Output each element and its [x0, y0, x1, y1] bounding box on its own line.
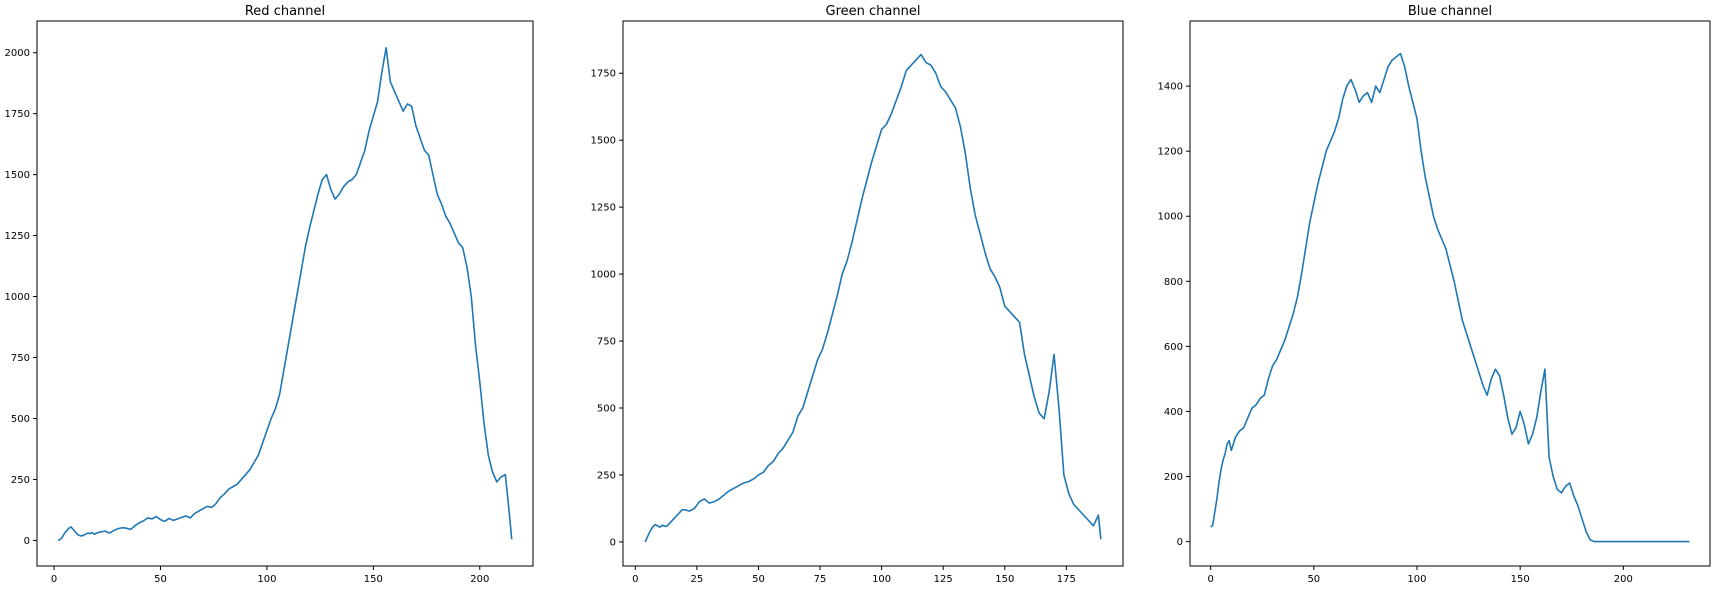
x-tick-label: 75	[814, 574, 827, 585]
y-tick-label: 750	[597, 337, 616, 348]
x-tick-label: 100	[257, 574, 276, 585]
x-tick-label: 0	[51, 574, 57, 585]
x-tick-label: 150	[1511, 574, 1530, 585]
x-tick-label: 25	[691, 574, 704, 585]
y-tick-label: 750	[11, 353, 30, 364]
axes-frame	[1189, 20, 1711, 567]
y-tick-label: 400	[1164, 407, 1183, 418]
x-tick-label: 150	[995, 574, 1014, 585]
y-tick-label: 1000	[591, 270, 616, 281]
chart-red-channel: Red channel 0 50 100 150 2000250500750100012…	[5, 4, 534, 585]
y-tick-label: 1200	[1158, 147, 1183, 158]
y-tick-label: 0	[1177, 537, 1183, 548]
y-tick-label: 500	[597, 403, 616, 414]
y-tick-label: 1500	[591, 136, 616, 147]
x-tick-label: 175	[1057, 574, 1076, 585]
chart-title: Red channel	[245, 4, 325, 19]
y-tick-label: 1750	[591, 69, 616, 80]
x-tick-label: 125	[934, 574, 953, 585]
series-line	[1210, 52, 1690, 543]
y-tick-label: 500	[11, 414, 30, 425]
chart-title: Blue channel	[1408, 4, 1492, 19]
y-tick-label: 1750	[5, 109, 30, 120]
y-tick-label: 1000	[1158, 212, 1183, 223]
y-tick-label: 0	[610, 537, 616, 548]
x-tick-label: 0	[632, 574, 638, 585]
x-tick-label: 200	[1614, 574, 1633, 585]
x-tick-label: 100	[1407, 574, 1426, 585]
series-line	[57, 47, 513, 542]
y-tick-label: 200	[1164, 472, 1183, 483]
y-tick-label: 0	[24, 536, 30, 547]
y-tick-label: 2000	[5, 48, 30, 59]
x-tick-label: 150	[364, 574, 383, 585]
x-tick-label: 100	[872, 574, 891, 585]
y-tick-label: 600	[1164, 342, 1183, 353]
x-tick-label: 50	[1307, 574, 1320, 585]
y-tick-label: 1000	[5, 292, 30, 303]
axes-frame	[36, 20, 534, 567]
y-tick-label: 1400	[1158, 82, 1183, 93]
chart-green-channel: Green channel 0 25 50 75 100 125 150 1750250500…	[591, 4, 1124, 585]
y-tick-label: 1500	[5, 170, 30, 181]
x-tick-label: 200	[470, 574, 489, 585]
chart-title: Green channel	[826, 4, 921, 19]
y-tick-label: 250	[597, 470, 616, 481]
y-tick-label: 1250	[591, 203, 616, 214]
x-tick-label: 50	[154, 574, 167, 585]
x-tick-label: 50	[752, 574, 765, 585]
y-tick-label: 800	[1164, 277, 1183, 288]
axes-frame	[622, 20, 1124, 567]
series-line	[644, 53, 1102, 543]
x-tick-label: 0	[1207, 574, 1213, 585]
chart-blue-channel: Blue channel 0 50 100 150 200 0 200 400 600 800 10…	[1158, 4, 1711, 585]
y-tick-label: 1250	[5, 231, 30, 242]
y-tick-label: 250	[11, 475, 30, 486]
